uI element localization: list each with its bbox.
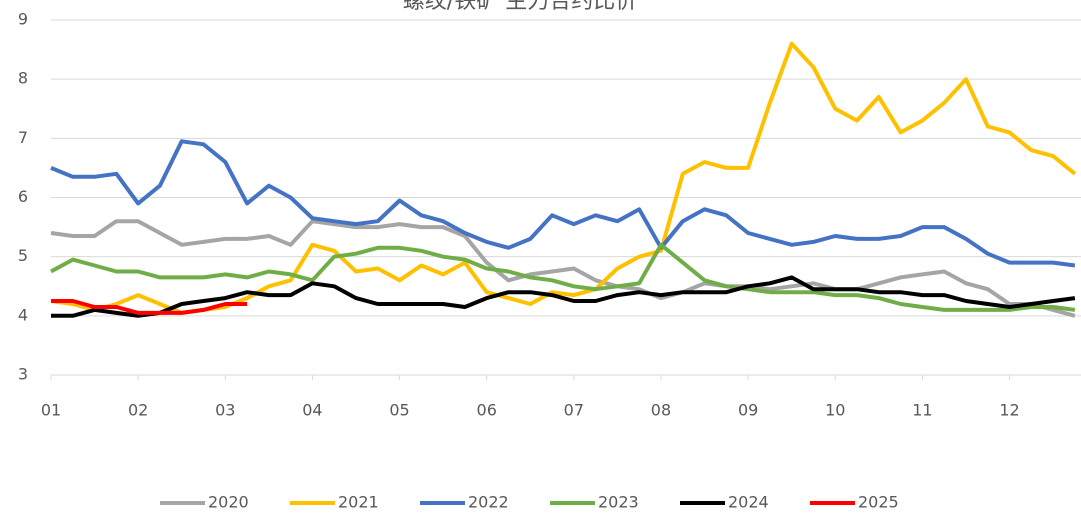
legend-label: 2023: [598, 493, 639, 512]
legend-label: 2022: [468, 493, 509, 512]
x-tick-label: 01: [41, 401, 61, 420]
legend-label: 2025: [858, 493, 899, 512]
y-tick-label: 7: [18, 128, 28, 147]
x-tick-label: 10: [825, 401, 845, 420]
legend-label: 2020: [208, 493, 249, 512]
y-tick-label: 3: [18, 365, 28, 384]
y-tick-label: 8: [18, 69, 28, 88]
series-line: [51, 299, 248, 315]
y-tick-label: 4: [18, 305, 28, 324]
x-tick-label: 05: [389, 401, 409, 420]
legend-label: 2021: [338, 493, 379, 512]
x-tick-label: 08: [651, 401, 671, 420]
series-line: [51, 275, 1076, 318]
x-tick-label: 07: [564, 401, 584, 420]
x-tick-label: 02: [128, 401, 148, 420]
series-line: [50, 219, 1076, 318]
x-tick-label: 09: [738, 401, 758, 420]
x-tick-label: 03: [215, 401, 235, 420]
series-line: [50, 242, 1076, 312]
y-tick-label: 9: [18, 10, 28, 29]
x-tick-label: 06: [477, 401, 497, 420]
y-tick-label: 6: [18, 187, 28, 206]
series-line: [50, 41, 1077, 315]
x-tick-label: 12: [999, 401, 1019, 420]
series-line: [50, 139, 1076, 268]
legend-label: 2024: [728, 493, 769, 512]
x-tick-label: 11: [912, 401, 932, 420]
x-tick-label: 04: [302, 401, 322, 420]
chart-title: 螺纹/铁矿 主力合约比价: [403, 0, 637, 14]
y-tick-label: 5: [18, 246, 28, 265]
